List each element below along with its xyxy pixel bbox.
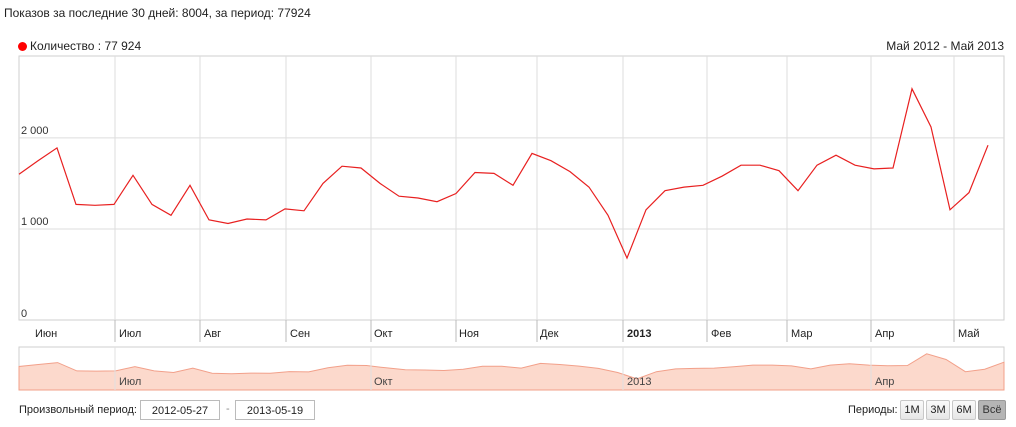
data-point [474, 171, 477, 174]
date-separator: - [226, 403, 230, 415]
navigator-label: 2013 [627, 376, 651, 388]
date-range-label: Май 2012 - Май 2013 [886, 39, 1004, 53]
plot-area [18, 55, 1005, 321]
data-point [75, 203, 78, 206]
data-point [37, 159, 40, 162]
data-point [113, 203, 116, 206]
data-point [626, 257, 629, 260]
navigator-label: Окт [374, 376, 393, 388]
data-point [436, 200, 439, 203]
x-tick-label: Фев [711, 328, 731, 340]
x-tick-label: Авг [204, 328, 221, 340]
data-point [18, 173, 21, 176]
data-point [759, 164, 762, 167]
data-point [56, 146, 59, 149]
data-point [664, 189, 667, 192]
data-point [170, 214, 173, 217]
legend-label: Количество : 77 924 [30, 39, 142, 53]
navigator-label: Апр [875, 376, 894, 388]
periods-label: Периоды: [848, 404, 898, 416]
data-point [778, 169, 781, 172]
data-point [816, 164, 819, 167]
data-point [360, 166, 363, 169]
data-point [892, 166, 895, 169]
data-point [740, 164, 743, 167]
x-tick-label: Ноя [459, 328, 479, 340]
data-point [493, 172, 496, 175]
period-button-1m[interactable]: 1М [900, 400, 924, 420]
data-point [911, 87, 914, 90]
y-tick-label: 2 000 [21, 125, 49, 137]
data-point [835, 154, 838, 157]
x-tick-label: Апр [875, 328, 894, 340]
data-point [417, 197, 420, 200]
x-tick-label: 2013 [627, 328, 651, 340]
x-tick-label: Июл [119, 328, 141, 340]
x-tick-label: Окт [374, 328, 393, 340]
data-point [151, 203, 154, 206]
x-tick-label: Сен [290, 328, 310, 340]
data-point [949, 208, 952, 211]
data-point [854, 164, 857, 167]
data-point [702, 184, 705, 187]
data-point [341, 165, 344, 168]
x-tick-label: Мар [791, 328, 813, 340]
data-point [607, 214, 610, 217]
data-point [569, 170, 572, 173]
data-point [94, 204, 97, 207]
date-to-input[interactable]: 2013-05-19 [235, 400, 315, 420]
data-point [531, 152, 534, 155]
data-point [683, 186, 686, 189]
data-point [797, 189, 800, 192]
data-point [987, 144, 990, 147]
x-tick-label: Дек [540, 328, 559, 340]
data-point [227, 222, 230, 225]
data-point [322, 182, 325, 185]
x-tick-label: Июн [35, 328, 57, 340]
data-point [645, 208, 648, 211]
period-button-6m[interactable]: 6М [952, 400, 976, 420]
data-point [588, 186, 591, 189]
data-point [398, 195, 401, 198]
data-point [208, 218, 211, 221]
data-point [189, 184, 192, 187]
data-point [265, 218, 268, 221]
data-point [246, 217, 249, 220]
series-line-kolichestvo [18, 87, 989, 260]
period-button-all[interactable]: Всё [978, 400, 1006, 420]
custom-period-label: Произвольный период: [19, 404, 137, 416]
navigator-label: Июл [119, 376, 141, 388]
data-point [284, 207, 287, 210]
data-point [968, 191, 971, 194]
data-point [930, 126, 933, 129]
data-point [721, 175, 724, 178]
data-point [455, 192, 458, 195]
navigator-area [18, 353, 1005, 391]
summary-text: Показов за последние 30 дней: 8004, за п… [4, 6, 311, 20]
data-point [550, 159, 553, 162]
data-point [873, 167, 876, 170]
data-point [132, 174, 135, 177]
chart: 0 1 000 2 000 Июн Июл Авг Сен Окт Ноя Дек 2013 Фев… [18, 55, 1005, 391]
data-point [379, 182, 382, 185]
data-point [512, 184, 515, 187]
data-point [303, 209, 306, 212]
legend-marker-icon [18, 41, 27, 51]
date-from-input[interactable]: 2012-05-27 [140, 400, 220, 420]
y-tick-label: 1 000 [21, 216, 49, 228]
y-tick-label: 0 [21, 308, 27, 320]
legend[interactable]: Количество : 77 924 [18, 39, 141, 53]
period-button-3m[interactable]: 3М [926, 400, 950, 420]
x-tick-label: Май [958, 328, 980, 340]
